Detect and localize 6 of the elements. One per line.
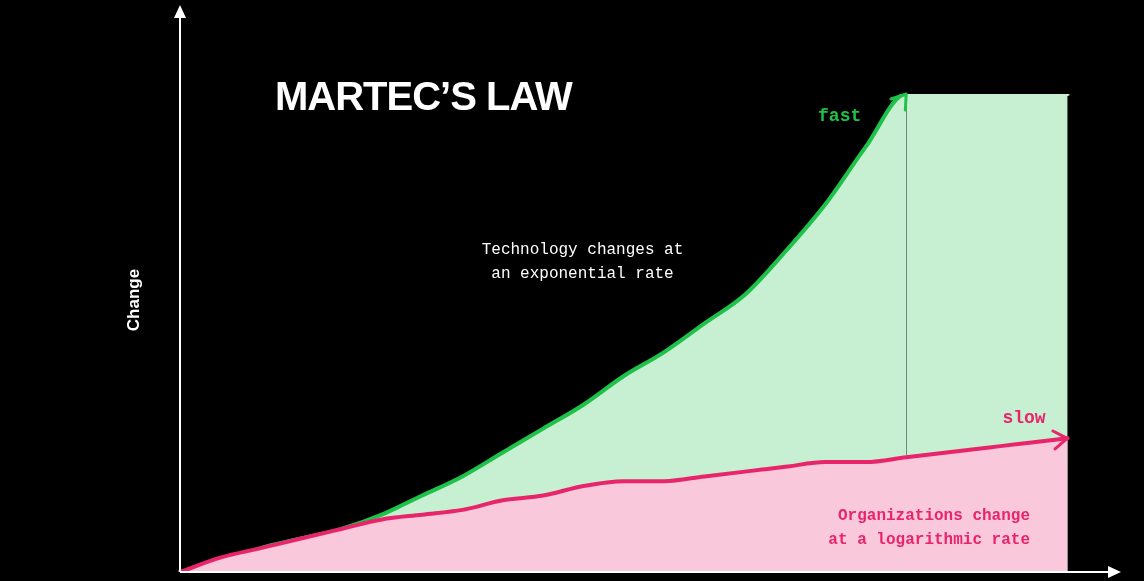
- annotation: Organizations change at a logarithmic rate: [827, 506, 1030, 551]
- y-axis-title: Change: [124, 268, 144, 332]
- series-label: slow: [1002, 407, 1046, 428]
- series-label: fast: [818, 105, 862, 126]
- annotation: Technology changes at an exponential rate: [480, 240, 685, 285]
- chart-title: MARTEC’S LAW: [275, 73, 572, 120]
